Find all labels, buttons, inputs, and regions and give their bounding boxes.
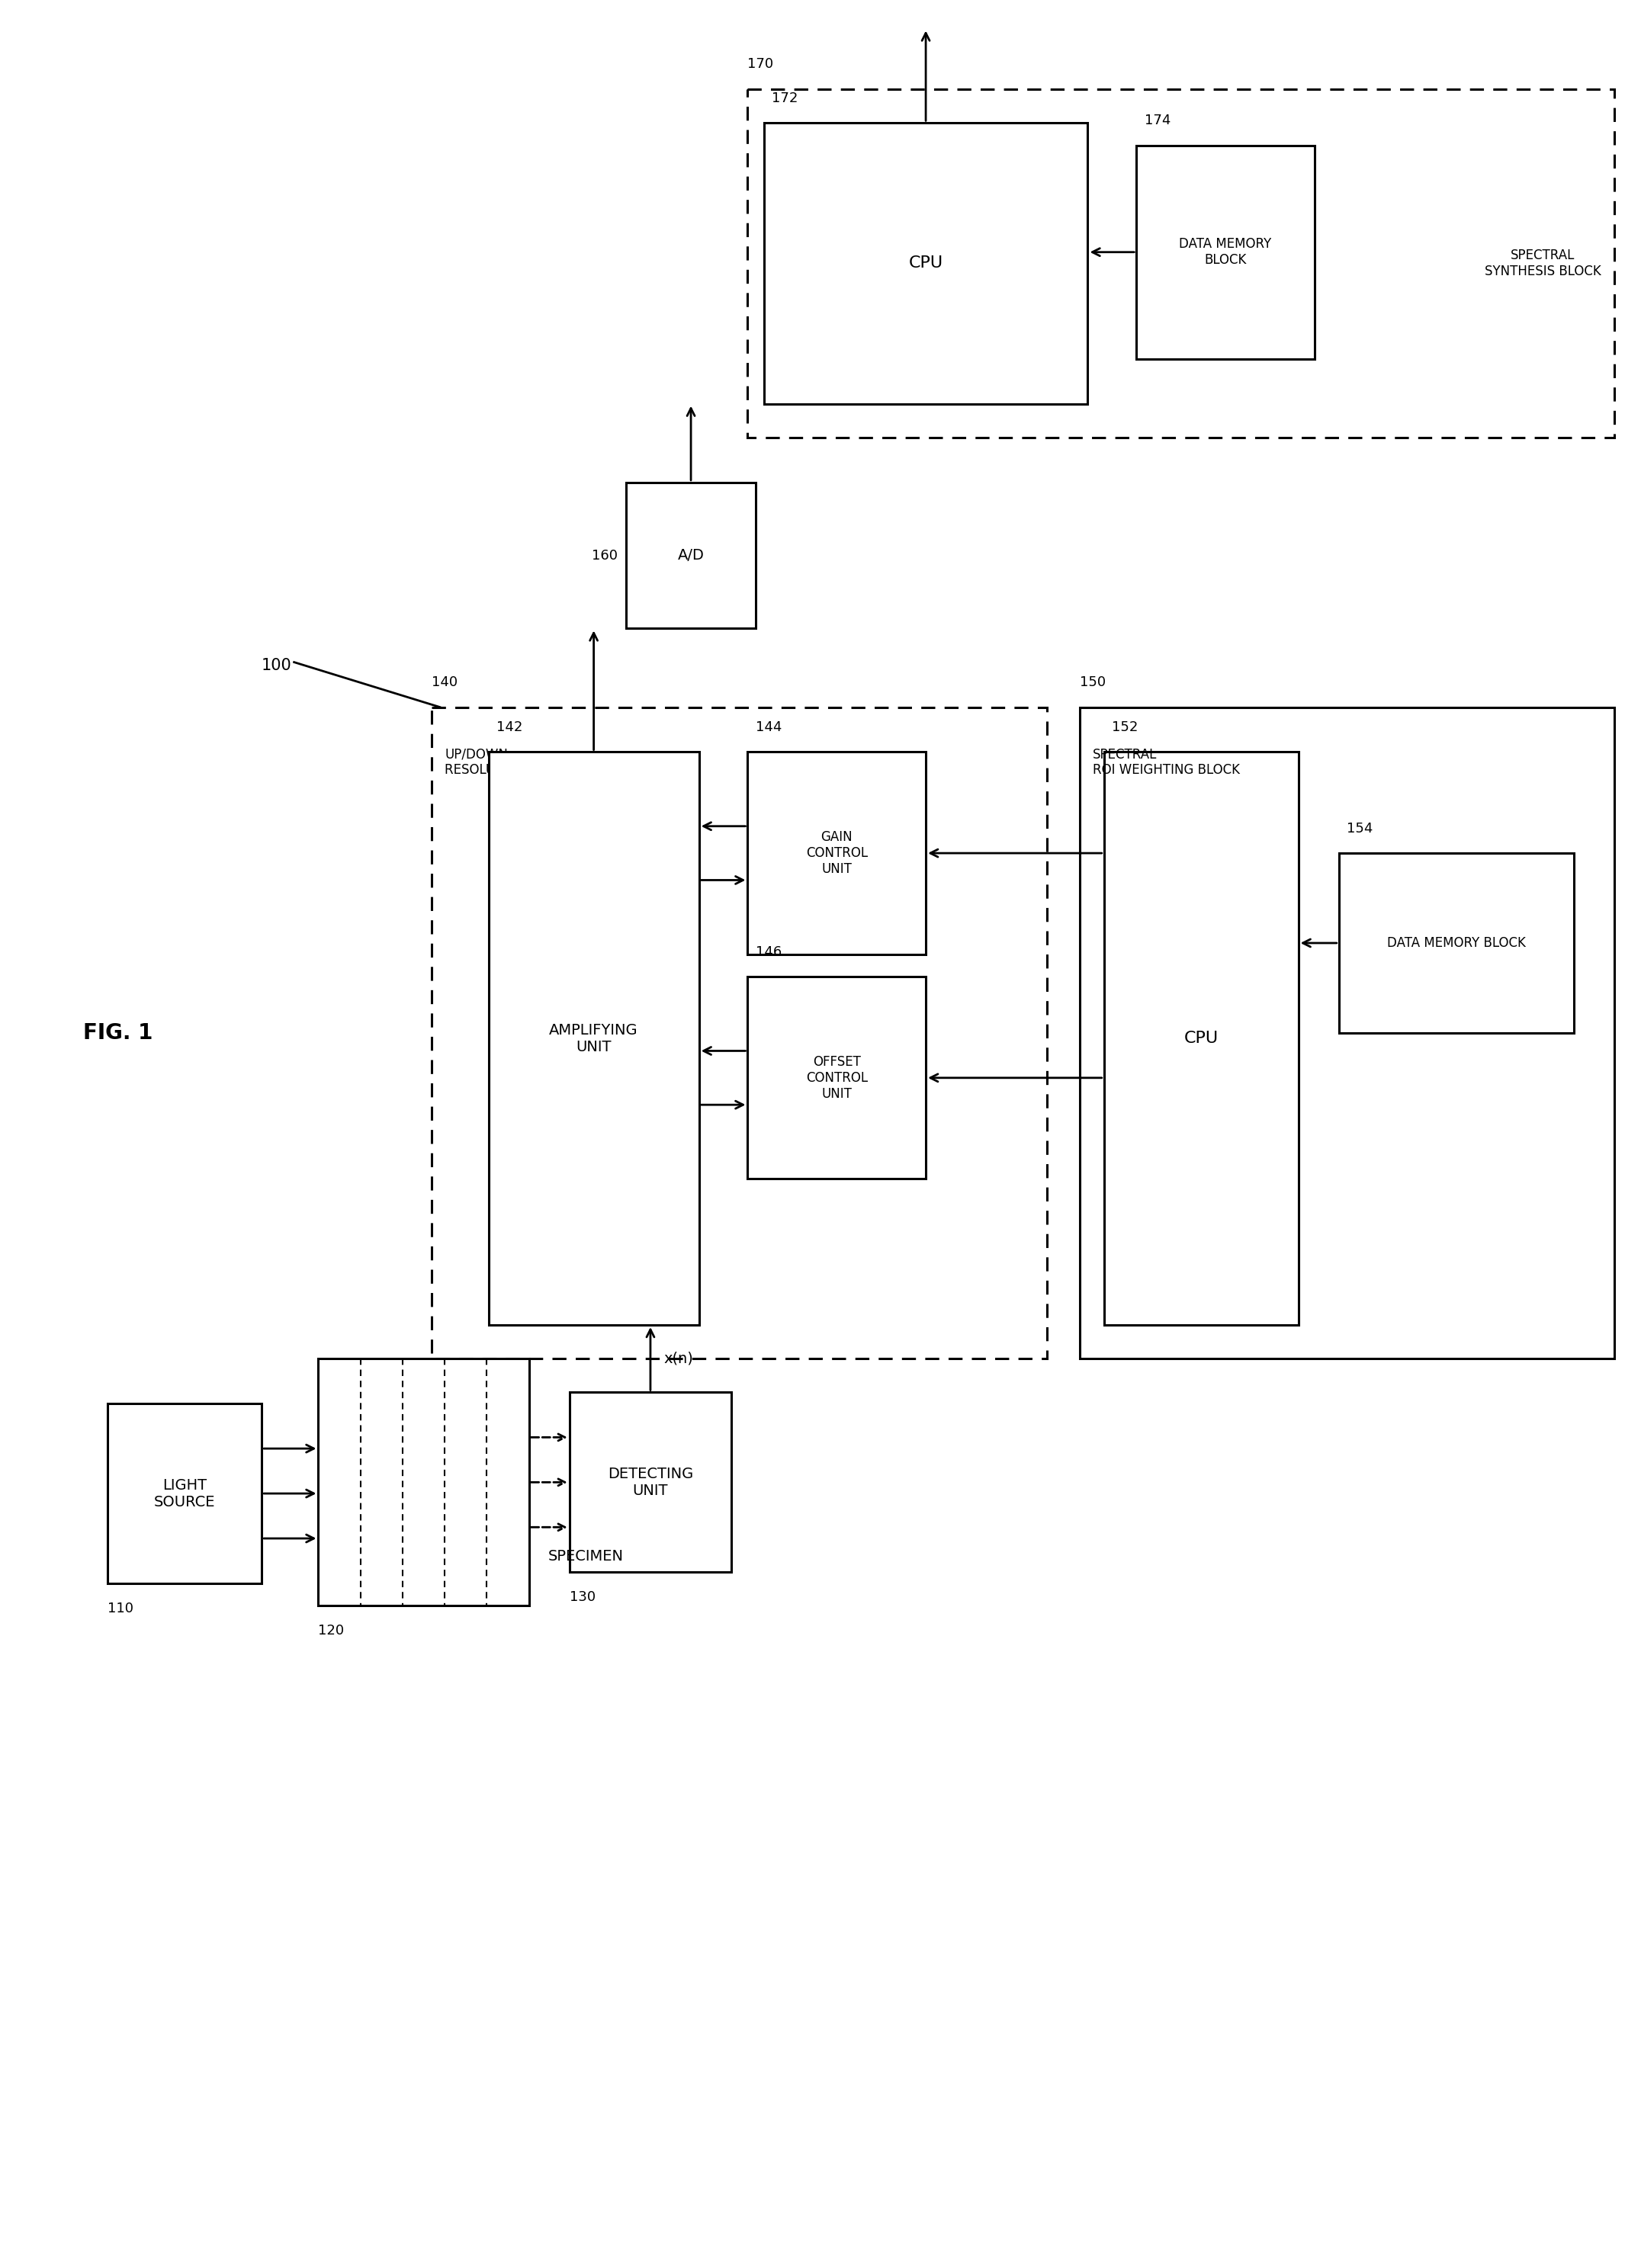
Bar	[748, 88, 1615, 438]
Bar	[1339, 853, 1574, 1032]
Text: LIGHT
SOURCE: LIGHT SOURCE	[154, 1479, 215, 1508]
Text: 144: 144	[757, 721, 781, 735]
Bar	[1136, 145, 1314, 358]
Text: 130: 130	[569, 1590, 596, 1603]
Text: DATA MEMORY BLOCK: DATA MEMORY BLOCK	[1387, 937, 1526, 950]
Text: 150: 150	[1080, 676, 1106, 689]
Text: CPU: CPU	[1183, 1032, 1218, 1046]
Text: 174: 174	[1144, 113, 1170, 127]
Bar	[569, 1393, 732, 1572]
Text: 146: 146	[757, 946, 781, 959]
Text: 120: 120	[318, 1624, 345, 1637]
Text: 100: 100	[261, 658, 292, 674]
Text: 140: 140	[432, 676, 458, 689]
Text: SPECTRAL
SYNTHESIS BLOCK: SPECTRAL SYNTHESIS BLOCK	[1485, 249, 1602, 279]
Text: OFFSET
CONTROL
UNIT: OFFSET CONTROL UNIT	[806, 1055, 868, 1100]
Bar	[1104, 753, 1298, 1325]
Text: GAIN
CONTROL
UNIT: GAIN CONTROL UNIT	[806, 830, 868, 875]
Text: 110: 110	[108, 1601, 133, 1615]
Bar	[108, 1404, 261, 1583]
Text: DATA MEMORY
BLOCK: DATA MEMORY BLOCK	[1180, 238, 1272, 268]
Text: UP/DOWN
RESOLUTION BLOCK: UP/DOWN RESOLUTION BLOCK	[445, 748, 573, 778]
Text: 172: 172	[771, 91, 798, 104]
Bar	[627, 483, 757, 628]
Text: A/D: A/D	[678, 549, 704, 562]
Text: DETECTING
UNIT: DETECTING UNIT	[607, 1467, 693, 1497]
Text: 152: 152	[1113, 721, 1139, 735]
Bar	[1080, 708, 1615, 1359]
Bar	[432, 708, 1047, 1359]
Text: 142: 142	[497, 721, 523, 735]
Bar	[748, 753, 926, 955]
Text: SPECTRAL
ROI WEIGHTING BLOCK: SPECTRAL ROI WEIGHTING BLOCK	[1093, 748, 1241, 778]
Text: AMPLIFYING
UNIT: AMPLIFYING UNIT	[550, 1023, 638, 1055]
Text: x(n): x(n)	[663, 1352, 693, 1365]
Text: CPU: CPU	[909, 256, 944, 270]
Text: SPECIMEN: SPECIMEN	[548, 1549, 624, 1563]
Bar	[489, 753, 699, 1325]
Bar	[748, 978, 926, 1179]
Bar	[763, 122, 1088, 404]
Bar	[318, 1359, 528, 1606]
Text: FIG. 1: FIG. 1	[84, 1023, 153, 1043]
Text: 160: 160	[592, 549, 619, 562]
Text: 170: 170	[748, 57, 773, 70]
Text: 154: 154	[1347, 821, 1374, 835]
